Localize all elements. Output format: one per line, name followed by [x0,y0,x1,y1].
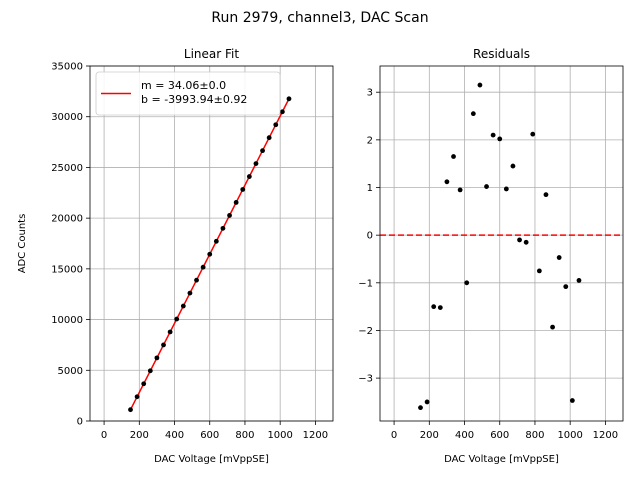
linear-fit-data-point [167,329,173,335]
linear-fit-x-tick-label: 400 [165,430,184,441]
linear-fit-y-tick-label: 0 [77,417,83,428]
residuals-y-tick-label: 3 [367,88,373,99]
residuals-data-point [444,179,450,185]
residuals-data-point [470,111,476,117]
linear-fit-x-tick-label: 600 [200,430,219,441]
linear-fit-y-axis-label: ADC Counts [17,214,28,274]
linear-fit-data-point [260,148,265,154]
linear-fit-data-point [266,135,272,141]
residuals-data-point [497,136,503,142]
residuals-data-point [569,398,575,403]
linear-fit-x-tick-label: 0 [101,430,107,441]
residuals-data-point [431,304,437,310]
residuals-y-tick-label: −2 [358,326,373,337]
residuals-x-tick-label: 1200 [593,430,618,441]
legend-entry: m = 34.06±0.0 [141,79,226,92]
linear-fit-data-point [200,264,206,270]
linear-fit-data-point [279,109,285,115]
linear-fit-x-tick-label: 200 [130,430,149,441]
linear-fit-data-point [273,122,279,128]
residuals-data-point [457,187,463,193]
linear-fit-frame [89,65,334,422]
residuals-data-point [490,132,496,138]
linear-fit-data-point [286,96,292,102]
charts-container: 0 200 400 600 800 1000 12000500010000150002000… [17,47,624,465]
linear-fit-x-tick-label: 800 [235,430,254,441]
residuals-frame [379,65,624,422]
linear-fit-y-tick-label: 5000 [58,366,83,377]
residuals-data-point [477,82,483,88]
residuals-data-point [437,305,443,310]
linear-fit-title: Linear Fit [184,47,239,61]
residuals-x-tick-label: 800 [525,430,544,441]
residuals-data-point [510,163,516,169]
residuals-data-point [550,324,555,330]
residuals-data-point [464,280,470,286]
residuals-y-tick-label: −1 [358,278,373,289]
linear-fit-y-tick-label: 30000 [51,112,83,123]
residuals-data-point [424,399,430,405]
legend-box [95,71,281,116]
residuals-data-point [523,239,529,245]
figure-suptitle: Run 2979, channel3, DAC Scan [211,10,428,26]
residuals-x-tick-label: 200 [420,430,439,441]
linear-fit-data-point [128,407,133,413]
residuals-data-point [503,186,509,192]
residuals-axes: 0 200 400 600 800 1000 1200 −3 −2 −1 0 1 2 3 Residuals… [358,47,624,465]
linear-fit-data-point [134,394,140,400]
linear-fit-data-point [233,200,239,205]
linear-fit-data-point [154,355,160,361]
residuals-y-tick-label: 2 [367,135,373,146]
linear-fit-data-point [220,225,226,231]
linear-fit-data-point [227,213,232,218]
linear-fit-data-point [180,303,186,309]
linear-fit-data-point [147,368,153,374]
residuals-data-point [576,278,582,283]
residuals-title: Residuals [473,47,530,61]
linear-fit-y-tick-label: 35000 [51,62,83,73]
residuals-data-point [563,284,569,290]
residuals-data-point [517,237,522,243]
linear-fit-data-point [141,381,147,387]
residuals-data-point [451,154,456,159]
residuals-data-point [536,268,542,274]
linear-fit-data-point [246,174,252,179]
residuals-data-point [484,184,489,189]
residuals-y-tick-label: 0 [367,231,373,242]
residuals-y-tick-label: −3 [358,374,373,385]
linear-fit-x-tick-label: 1000 [267,430,292,441]
residuals-x-tick-label: 600 [490,430,509,441]
residuals-x-tick-label: 1000 [557,430,582,441]
residuals-y-tick-label: 1 [367,183,373,194]
linear-fit-data-point [240,187,246,192]
residuals-x-axis-label: DAC Voltage [mVppSE] [444,454,559,465]
linear-fit-data-point [174,316,180,322]
linear-fit-y-tick-label: 10000 [51,315,83,326]
linear-fit-data-point [253,161,259,166]
linear-fit-data-point [207,251,213,257]
linear-fit-axes: 0 200 400 600 800 1000 1200 0 5000 10000 15000 2000… [17,47,334,465]
residuals-data-point [418,405,423,411]
residuals-data-point [543,192,549,198]
linear-fit-data-point [187,290,193,296]
fit-legend: m = 34.06±0.0b = -3993.94±0.92 [95,71,281,116]
residuals-data-point [530,131,536,137]
linear-fit-data-point [194,277,199,283]
linear-fit-y-tick-label: 20000 [51,214,83,225]
linear-fit-x-axis-label: DAC Voltage [mVppSE] [154,454,269,465]
residuals-data-point [556,255,562,260]
residuals-x-tick-label: 400 [455,430,474,441]
linear-fit-y-tick-label: 15000 [51,264,83,275]
residuals-x-tick-label: 0 [391,430,397,441]
linear-fit-data-point [213,238,219,244]
legend-entry: b = -3993.94±0.92 [141,93,247,106]
linear-fit-data-point [161,342,166,348]
linear-fit-y-tick-label: 25000 [51,163,83,174]
linear-fit-x-tick-label: 1200 [303,430,328,441]
